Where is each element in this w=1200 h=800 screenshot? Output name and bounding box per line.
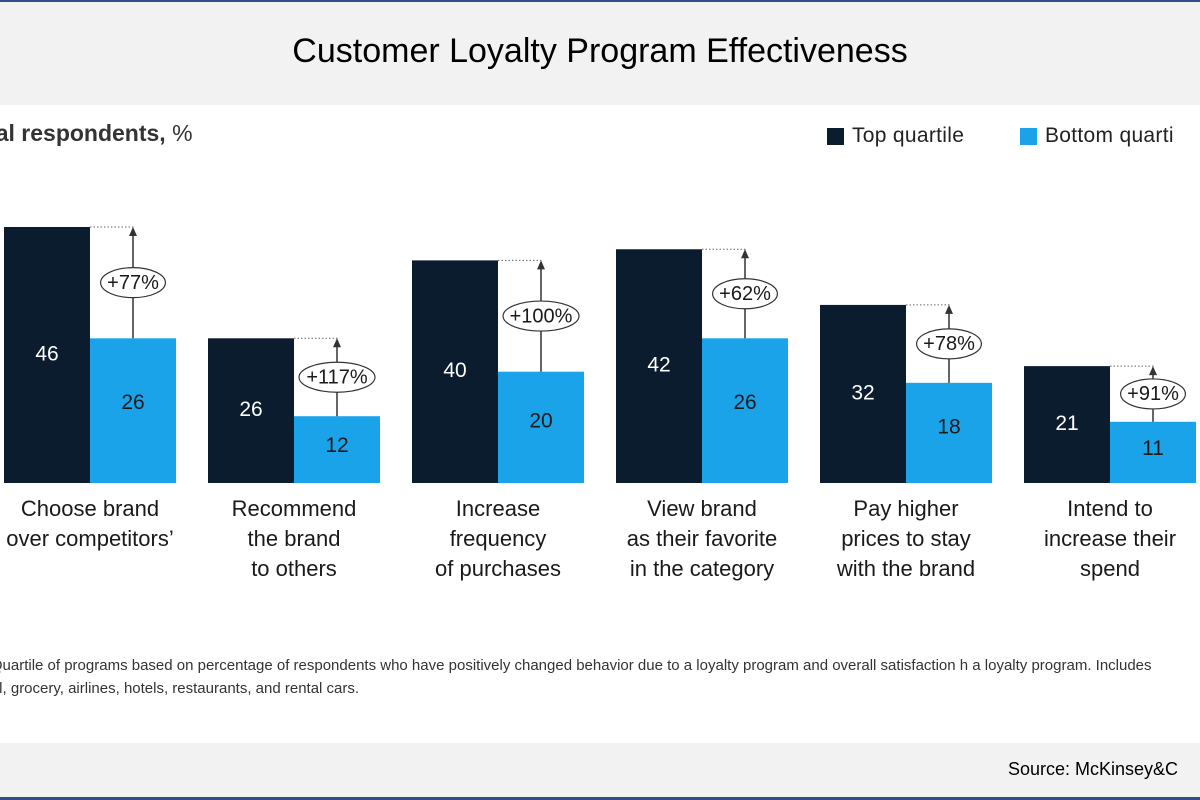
category-label: Choose brand	[21, 496, 159, 521]
data-label-top: 32	[851, 382, 874, 405]
source-text: Source: McKinsey&C	[1008, 759, 1179, 779]
page-title: Customer Loyalty Program Effectiveness	[292, 32, 908, 70]
bar-top-quartile	[412, 260, 498, 483]
delta-badge	[298, 361, 376, 393]
data-label-top: 21	[1055, 412, 1078, 435]
delta-label: +100%	[510, 305, 573, 327]
data-label-bottom: 12	[325, 434, 348, 457]
bar-bottom-quartile	[906, 382, 992, 483]
bar-top-quartile	[616, 249, 702, 483]
legend-swatch-top	[827, 127, 844, 145]
legend-top-quartile: Top quartile	[827, 124, 964, 148]
category-label: Increase	[456, 496, 540, 521]
bar-bottom-quartile	[294, 416, 380, 483]
bar-bottom-quartile	[498, 371, 584, 483]
footnote: te: Quartile of programs based on percen…	[0, 657, 1152, 697]
delta-badge	[915, 328, 982, 360]
category-label: to others	[251, 556, 337, 581]
category-label: of purchases	[435, 556, 561, 581]
bar-bottom-quartile	[1110, 421, 1196, 483]
bar-bottom-quartile	[702, 338, 788, 483]
category-label: prices to stay	[841, 526, 971, 551]
category-label: View brand	[647, 496, 757, 521]
legend-label-bottom: Bottom quarti	[1045, 124, 1174, 147]
category-label: in the category	[630, 556, 774, 581]
bar-top-quartile	[820, 304, 906, 483]
category-label: with the brand	[836, 556, 975, 581]
data-label-top: 40	[443, 359, 466, 382]
subtitle-unit: %	[172, 120, 193, 146]
category-label: Intend to	[1067, 496, 1153, 521]
bar-top-quartile	[4, 227, 90, 483]
data-label-top: 42	[647, 354, 670, 377]
data-label-bottom: 11	[1142, 437, 1164, 460]
data-label-top: 26	[239, 398, 262, 421]
category-label: spend	[1080, 556, 1140, 581]
title-band: Customer Loyalty Program Effectiveness	[0, 2, 1200, 105]
bar-bottom-quartile	[90, 338, 176, 483]
top-border	[0, 0, 1200, 2]
bar-top-quartile	[208, 338, 294, 483]
data-label-bottom: 26	[733, 391, 756, 414]
footer-band	[0, 743, 1200, 797]
bar-top-quartile	[1024, 366, 1110, 483]
delta-badge	[502, 300, 580, 332]
delta-label: +91%	[1127, 383, 1179, 405]
data-label-top: 46	[35, 343, 58, 366]
arrow-head	[945, 304, 953, 314]
delta-badge	[1119, 378, 1186, 410]
delta-label: +77%	[107, 272, 159, 294]
subtitle-text: otal respondents,	[0, 120, 166, 146]
arrow-head	[1149, 366, 1157, 376]
data-label-bottom: 26	[121, 391, 144, 414]
data-label-bottom: 18	[937, 415, 960, 438]
arrow-head	[129, 227, 137, 236]
arrow-head	[537, 260, 545, 270]
category-label: as their favorite	[627, 526, 777, 551]
category-label: Pay higher	[853, 496, 958, 521]
chart-subtitle: otal respondents, %	[0, 120, 193, 147]
arrow-head	[333, 338, 341, 348]
delta-badge	[711, 278, 778, 310]
bottom-border	[0, 797, 1200, 800]
category-label: Recommend	[232, 496, 357, 521]
delta-label: +62%	[719, 283, 771, 305]
delta-label: +78%	[923, 333, 975, 355]
delta-label: +117%	[306, 367, 368, 389]
category-label: the brand	[248, 526, 341, 551]
delta-badge	[99, 267, 167, 299]
category-label: over competitors’	[6, 526, 174, 551]
data-label-bottom: 20	[529, 409, 552, 432]
arrow-head	[741, 249, 749, 259]
legend-bottom-quartile: Bottom quarti	[1020, 124, 1174, 148]
category-label: frequency	[450, 526, 547, 551]
legend-label-top: Top quartile	[852, 124, 965, 147]
legend-swatch-bottom	[1020, 127, 1037, 145]
category-label: increase their	[1044, 526, 1176, 551]
